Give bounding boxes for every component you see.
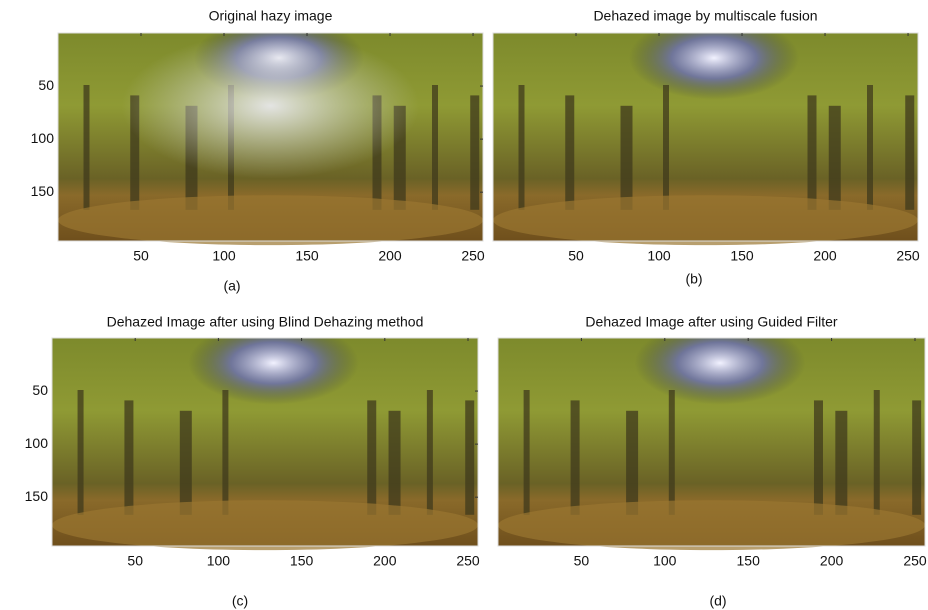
x-tick-label: 150 — [295, 248, 319, 264]
panel-caption: (b) — [685, 271, 702, 287]
panel-caption: (a) — [223, 278, 240, 294]
x-tick-label: 50 — [133, 248, 149, 264]
tree-trunk — [621, 106, 633, 210]
panel-title: Dehazed Image after using Blind Dehazing… — [107, 314, 424, 330]
y-tick-label: 50 — [32, 382, 48, 398]
tree-trunk — [874, 390, 880, 515]
x-tick-label: 50 — [568, 248, 584, 264]
panel-caption: (d) — [709, 593, 726, 609]
tree-trunk — [524, 390, 530, 515]
x-tick-label: 100 — [212, 248, 236, 264]
tree-trunk — [389, 411, 401, 515]
x-tick-label: 250 — [456, 553, 480, 569]
tree-trunk — [78, 390, 84, 515]
x-tick-label: 100 — [647, 248, 671, 264]
leaf-path — [52, 500, 478, 550]
tree-trunk — [465, 400, 474, 514]
x-tick-label: 250 — [903, 553, 927, 569]
y-tick-label: 150 — [31, 183, 55, 199]
x-tick-label: 150 — [730, 248, 754, 264]
panel-title: Dehazed image by multiscale fusion — [593, 8, 817, 24]
tree-trunk — [519, 85, 525, 210]
y-tick-label: 150 — [25, 488, 49, 504]
tree-trunk — [808, 95, 817, 209]
y-tick-label: 50 — [38, 77, 54, 93]
tree-trunk — [222, 390, 228, 515]
tree-trunk — [367, 400, 376, 514]
haze — [58, 33, 483, 241]
x-tick-label: 200 — [820, 553, 844, 569]
tree-trunk — [814, 400, 823, 514]
tree-trunk — [669, 390, 675, 515]
x-tick-label: 250 — [461, 248, 485, 264]
x-tick-label: 200 — [378, 248, 402, 264]
tree-trunk — [829, 106, 841, 210]
y-tick-label: 100 — [31, 130, 55, 146]
tree-trunk — [905, 95, 914, 209]
panel-title: Original hazy image — [209, 8, 333, 24]
tree-trunk — [912, 400, 921, 514]
x-tick-label: 100 — [653, 553, 677, 569]
tree-trunk — [124, 400, 133, 514]
x-tick-label: 50 — [574, 553, 590, 569]
tree-trunk — [180, 411, 192, 515]
tree-trunk — [663, 85, 669, 210]
tree-trunk — [626, 411, 638, 515]
tree-trunk — [571, 400, 580, 514]
tree-trunk — [867, 85, 873, 210]
x-tick-label: 150 — [737, 553, 761, 569]
panel-caption: (c) — [232, 593, 248, 609]
x-tick-label: 200 — [373, 553, 397, 569]
panel-title: Dehazed Image after using Guided Filter — [585, 314, 837, 330]
figure: Original hazy image (a) 50 100 150 200 250 50 10… — [0, 0, 928, 610]
leaf-path — [498, 500, 925, 550]
tree-trunk — [427, 390, 433, 515]
x-tick-label: 200 — [813, 248, 837, 264]
x-tick-label: 100 — [207, 553, 231, 569]
leaf-path — [493, 195, 918, 245]
y-tick-label: 100 — [25, 435, 49, 451]
x-tick-label: 50 — [127, 553, 143, 569]
tree-trunk — [565, 95, 574, 209]
x-tick-label: 150 — [290, 553, 314, 569]
tree-trunk — [835, 411, 847, 515]
x-tick-label: 250 — [896, 248, 920, 264]
